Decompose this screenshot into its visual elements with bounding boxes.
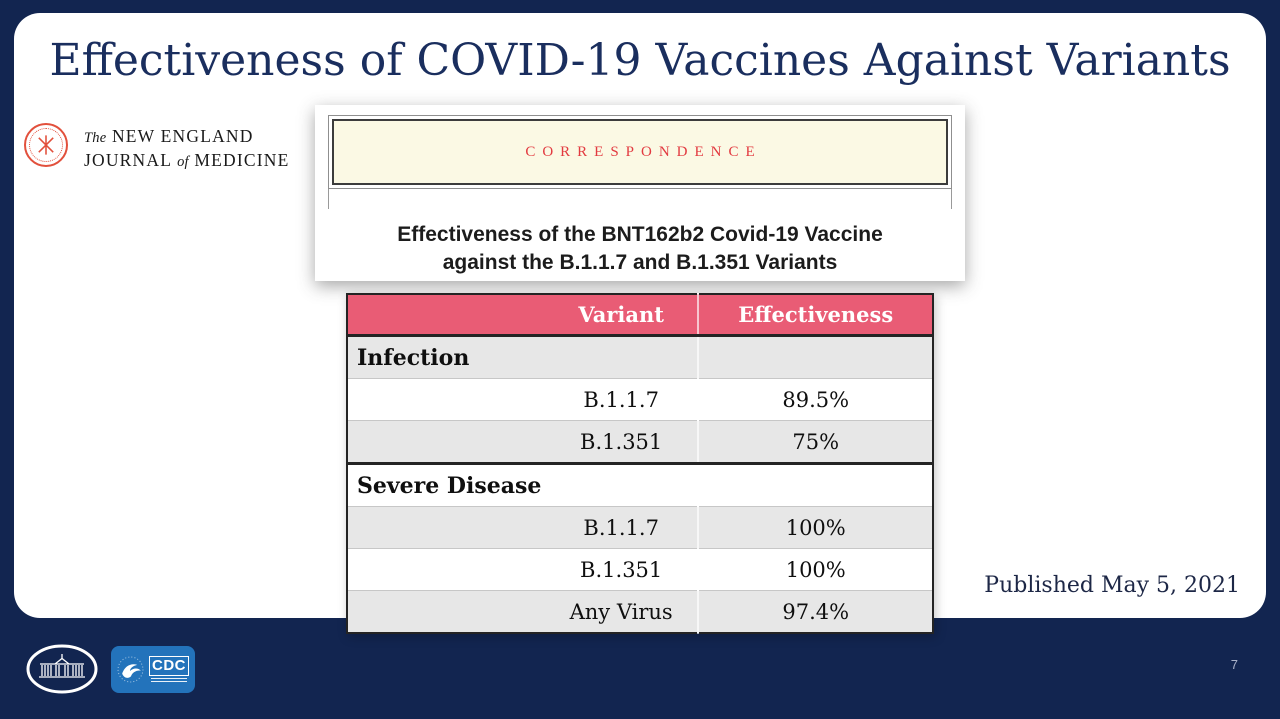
- empty-cell: [697, 335, 933, 379]
- variant-cell: B.1.1.7: [583, 515, 659, 540]
- empty-cell: [347, 421, 545, 464]
- masthead-new-england: NEW ENGLAND: [111, 126, 254, 146]
- variant-cell: B.1.351: [580, 429, 663, 454]
- slide-content-card: Effectiveness of COVID-19 Vaccines Again…: [14, 13, 1266, 634]
- column-rule-left: [328, 189, 329, 209]
- table-row: B.1.1.7 89.5%: [347, 378, 933, 421]
- slide-title: Effectiveness of COVID-19 Vaccines Again…: [49, 35, 1231, 86]
- empty-cell: [347, 507, 545, 549]
- cdc-text: CDC: [149, 656, 189, 676]
- header-empty-cell: [347, 294, 545, 336]
- header-variant: Variant: [544, 294, 699, 336]
- page-number: 7: [1230, 657, 1238, 672]
- correspondence-banner: CORRESPONDENCE: [332, 119, 948, 185]
- cdc-wordmark: CDC: [149, 656, 189, 683]
- section-row-severe-disease: Severe Disease: [347, 463, 933, 507]
- headline-line-2: against the B.1.1.7 and B.1.351 Variants: [442, 250, 838, 274]
- cdc-tagline-lines: [151, 677, 187, 683]
- empty-cell: [347, 549, 545, 591]
- empty-cell: [697, 463, 933, 507]
- nejm-masthead: The NEW ENGLAND JOURNAL of MEDICINE: [84, 125, 289, 172]
- cdc-logo: CDC: [111, 646, 195, 693]
- masthead-of: of: [177, 153, 189, 170]
- correspondence-rulebox: CORRESPONDENCE: [328, 115, 952, 189]
- effectiveness-cell: 100%: [697, 548, 933, 591]
- masthead-line-2: JOURNAL of MEDICINE: [84, 149, 289, 173]
- header-effectiveness: Effectiveness: [697, 294, 933, 336]
- published-date: Published May 5, 2021: [984, 573, 1240, 598]
- section-label: Severe Disease: [357, 472, 542, 499]
- seal-caduceus-icon: [38, 135, 54, 155]
- masthead-medicine: MEDICINE: [194, 149, 290, 170]
- effectiveness-cell: 75%: [697, 420, 933, 464]
- effectiveness-table: Variant Effectiveness Infection B.1.1.7 …: [346, 293, 934, 634]
- article-headline: Effectiveness of the BNT162b2 Covid-19 V…: [315, 221, 965, 277]
- correspondence-label: CORRESPONDENCE: [525, 143, 762, 160]
- effectiveness-cell: 89.5%: [697, 378, 933, 421]
- section-row-infection: Infection: [347, 335, 933, 379]
- effectiveness-cell: 100%: [697, 506, 933, 549]
- column-rule-right: [951, 189, 952, 209]
- journal-clipping-card: CORRESPONDENCE Effectiveness of the BNT1…: [315, 105, 965, 281]
- white-house-icon: [26, 644, 98, 694]
- masthead-the: The: [84, 130, 107, 146]
- nejm-seal-icon: [24, 123, 68, 167]
- variant-cell: B.1.351: [580, 557, 663, 582]
- seal-text-ring: [29, 128, 63, 162]
- hhs-eagle-icon: [117, 656, 144, 683]
- variant-cell: B.1.1.7: [583, 387, 659, 412]
- effectiveness-cell: 97.4%: [697, 590, 933, 633]
- empty-cell: [347, 591, 545, 634]
- masthead-line-1: The NEW ENGLAND: [84, 125, 289, 149]
- table-row: B.1.351 75%: [347, 420, 933, 464]
- headline-line-1: Effectiveness of the BNT162b2 Covid-19 V…: [397, 223, 883, 246]
- masthead-journal: JOURNAL: [84, 149, 172, 170]
- table-header-row: Variant Effectiveness: [347, 294, 933, 336]
- variant-cell: Any Virus: [569, 599, 673, 624]
- section-label: Infection: [357, 344, 470, 371]
- table-row: B.1.351 100%: [347, 548, 933, 591]
- seal-outer-ring: [24, 123, 68, 167]
- table-row: B.1.1.7 100%: [347, 506, 933, 549]
- table-row: Any Virus 97.4%: [347, 590, 933, 634]
- empty-cell: [347, 379, 545, 421]
